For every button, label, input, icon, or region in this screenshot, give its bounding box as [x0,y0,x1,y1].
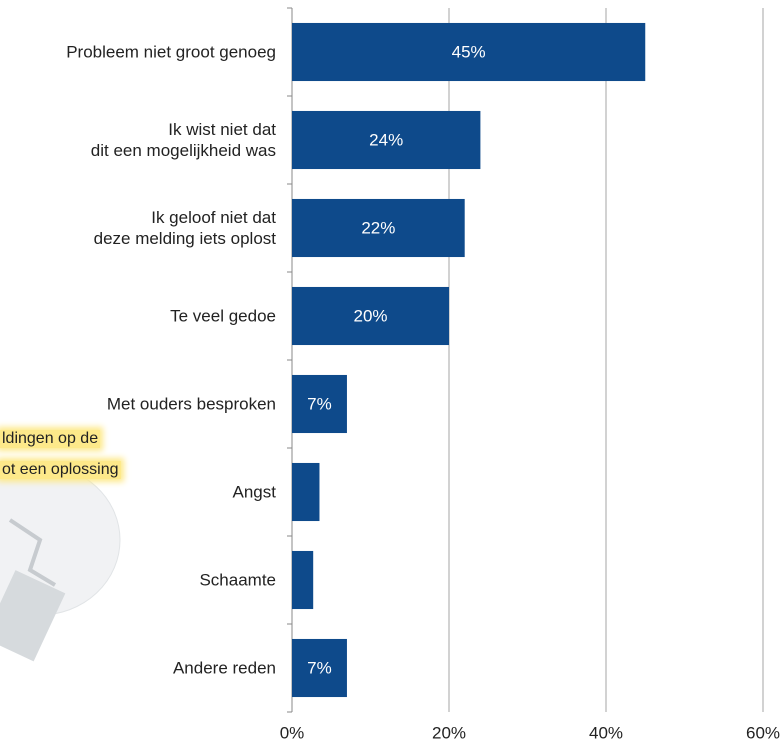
bar [292,110,481,170]
x-tick-label: 0% [280,723,305,742]
bar [292,198,465,258]
value-label: 7% [307,394,332,413]
category-label: Ik geloof niet dat deze melding iets opl… [93,208,276,248]
category-label: Ik wist niet dat dit een mogelijkheid wa… [90,120,276,160]
annotation: ldingen op de [0,430,101,448]
value-label: 24% [369,130,403,149]
lightbulb-image [0,464,121,662]
bar [292,550,314,610]
x-tick-label: 40% [589,723,623,742]
value-label: 22% [361,218,395,237]
value-label: 45% [452,42,486,61]
bar [292,374,347,434]
x-tick-label: 60% [746,723,780,742]
category-label: Te veel gedoe [170,306,276,326]
category-label: Angst [232,482,276,502]
annotation: ot een oplossing [0,461,121,479]
category-label: Andere reden [172,658,276,678]
bar [292,22,646,82]
value-label: 20% [353,306,387,325]
bar [292,286,449,346]
category-label: Met ouders besproken [106,394,276,414]
bar [292,638,347,698]
category-label: Schaamte [199,570,276,590]
x-tick-label: 20% [432,723,466,742]
bar [292,462,320,522]
category-label: Probleem niet groot genoeg [66,42,276,62]
value-label: 7% [307,658,332,677]
